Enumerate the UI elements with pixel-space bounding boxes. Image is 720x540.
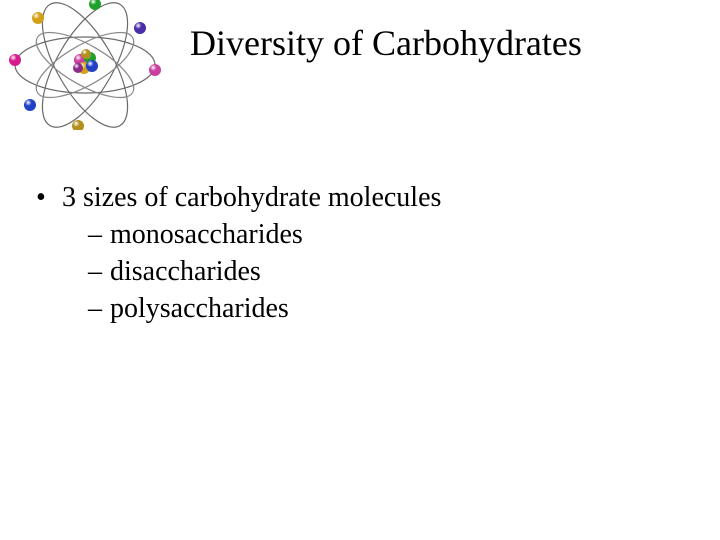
sub-marker: – [88, 217, 110, 254]
bullet-main: • 3 sizes of carbohydrate molecules [36, 180, 441, 217]
atom-illustration [0, 0, 170, 130]
sub-bullet: – monosaccharides [36, 217, 441, 254]
sub-marker: – [88, 291, 110, 328]
bullet-text: 3 sizes of carbohydrate molecules [62, 180, 441, 217]
slide-title: Diversity of Carbohydrates [190, 22, 582, 64]
sub-text: polysaccharides [110, 291, 289, 328]
sub-bullet: – polysaccharides [36, 291, 441, 328]
sub-bullet: – disaccharides [36, 254, 441, 291]
bullet-marker: • [36, 180, 62, 217]
slide-body: • 3 sizes of carbohydrate molecules – mo… [36, 180, 441, 328]
sub-text: disaccharides [110, 254, 261, 291]
sub-text: monosaccharides [110, 217, 303, 254]
sub-marker: – [88, 254, 110, 291]
